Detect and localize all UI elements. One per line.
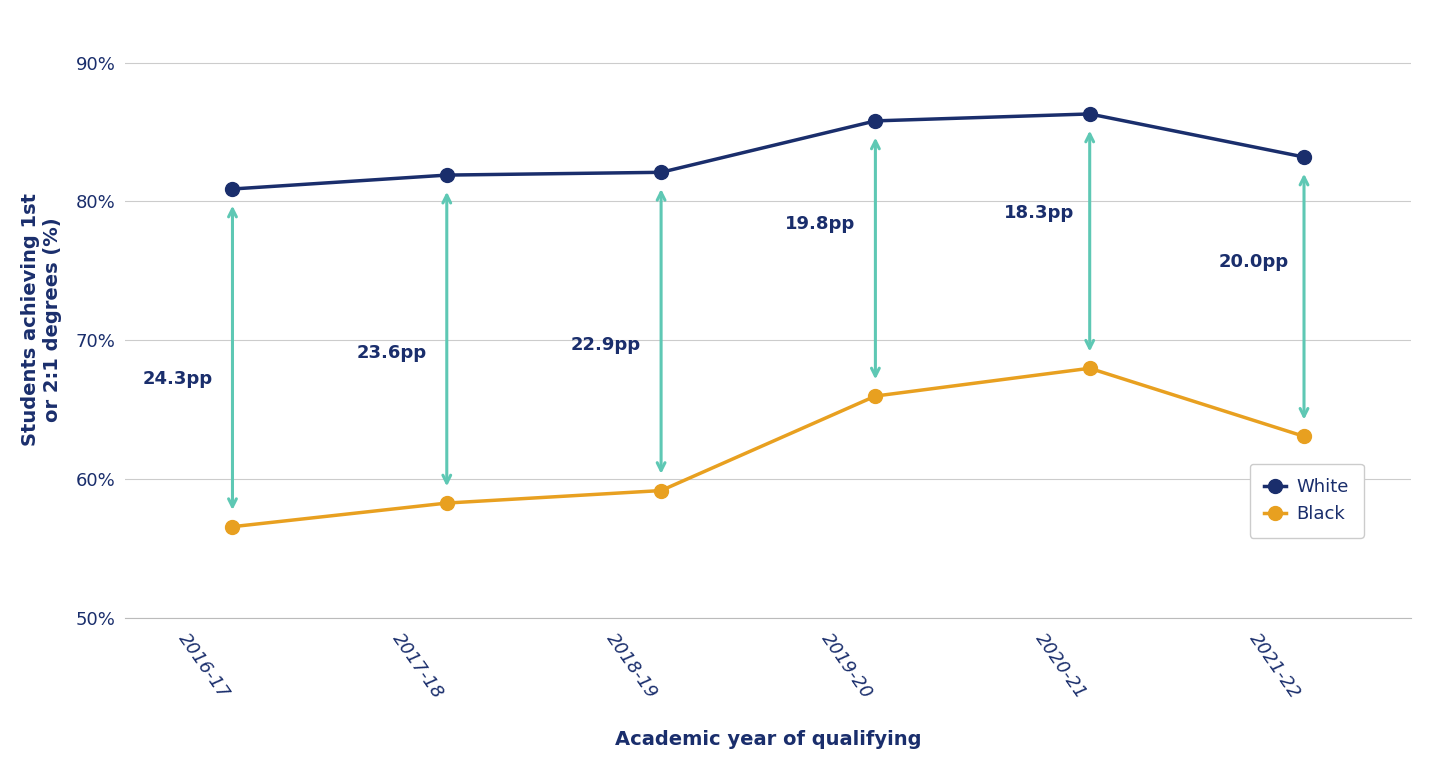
White: [1081, 109, 1098, 119]
Black: [1081, 363, 1098, 373]
Y-axis label: Students achieving 1st
or 2:1 degrees (%): Students achieving 1st or 2:1 degrees (%…: [21, 193, 62, 446]
Black: [438, 498, 455, 507]
Black: [1296, 432, 1313, 441]
Text: 20.0pp: 20.0pp: [1219, 253, 1289, 271]
Text: 23.6pp: 23.6pp: [357, 344, 427, 362]
White: [1296, 152, 1313, 162]
Text: 18.3pp: 18.3pp: [1004, 204, 1074, 223]
Black: [653, 486, 670, 495]
Line: White: White: [225, 107, 1310, 196]
Black: [866, 391, 884, 400]
White: [223, 184, 241, 193]
X-axis label: Academic year of qualifying: Academic year of qualifying: [614, 730, 922, 749]
White: [438, 170, 455, 179]
Line: Black: Black: [225, 361, 1310, 534]
Text: 19.8pp: 19.8pp: [785, 215, 856, 233]
White: [653, 168, 670, 177]
Black: [223, 522, 241, 531]
Text: 24.3pp: 24.3pp: [142, 370, 212, 387]
Legend: White, Black: White, Black: [1250, 464, 1363, 537]
White: [866, 116, 884, 126]
Text: 22.9pp: 22.9pp: [571, 336, 642, 354]
